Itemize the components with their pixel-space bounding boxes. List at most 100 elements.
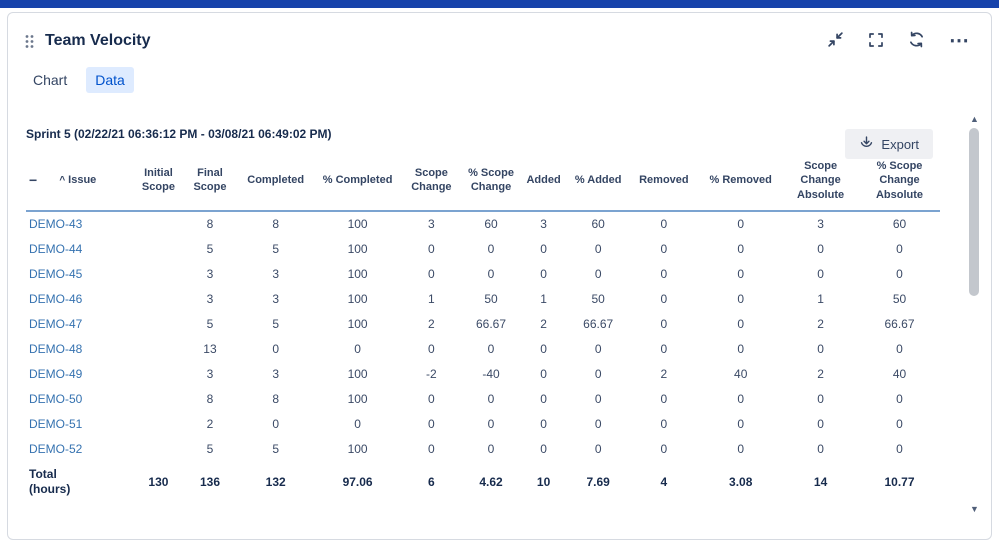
column-header-final-scope[interactable]: Final Scope [183, 155, 237, 212]
cell: 0 [896, 441, 903, 456]
velocity-table: − ^ Issue Initial Scope Final Scope Completed… [26, 155, 940, 504]
issue-link[interactable]: DEMO-48 [29, 341, 83, 356]
table-row: DEMO-49 3 3 100 -2 -40 0 0 2 40 2 40 [26, 362, 940, 387]
cell: 3 [428, 216, 435, 231]
cell: 0 [660, 441, 668, 456]
more-button[interactable]: ⋯ [949, 30, 969, 52]
scroll-up-arrow[interactable]: ▲ [970, 114, 979, 124]
column-header-scope-change-absolute[interactable]: % Scope Change Absolute [859, 155, 940, 212]
cell: 13 [203, 341, 217, 356]
fullscreen-button[interactable] [868, 32, 884, 51]
issue-link[interactable]: DEMO-52 [29, 441, 83, 456]
cell [133, 287, 184, 312]
issue-link[interactable]: DEMO-46 [29, 291, 83, 306]
total-cell: 6 [428, 475, 435, 490]
cell: 60 [484, 216, 498, 231]
drag-handle-icon[interactable] [24, 33, 35, 50]
cell: 0 [354, 416, 361, 431]
cell: 60 [591, 216, 605, 231]
column-header-removed[interactable]: % Removed [699, 155, 783, 212]
tab-data[interactable]: Data [86, 67, 134, 93]
issue-link[interactable]: DEMO-45 [29, 266, 83, 281]
ellipsis-icon: ⋯ [949, 30, 969, 52]
export-button[interactable]: Export [845, 129, 933, 159]
tab-bar: Chart Data [24, 67, 991, 93]
column-header-initial-scope[interactable]: Initial Scope [133, 155, 184, 212]
collapse-all-button[interactable]: − [29, 172, 38, 189]
total-cell: 4.62 [479, 475, 503, 490]
cell: 2 [660, 366, 668, 381]
cell: 0 [428, 341, 435, 356]
issue-link[interactable]: DEMO-50 [29, 391, 83, 406]
cell: 0 [540, 416, 547, 431]
refresh-button[interactable] [908, 31, 925, 51]
column-header-scope-change-absolute[interactable]: Scope Change Absolute [782, 155, 859, 212]
minimize-button[interactable] [827, 31, 844, 51]
column-header-added[interactable]: Added [519, 155, 568, 212]
column-header-removed[interactable]: Removed [628, 155, 700, 212]
data-panel: Export Sprint 5 (02/22/21 06:36:12 PM - … [8, 127, 991, 504]
cell: 8 [272, 391, 280, 406]
cell: 5 [272, 316, 280, 331]
column-header-added[interactable]: % Added [567, 155, 629, 212]
cell: 0 [817, 441, 824, 456]
table-header: − ^ Issue Initial Scope Final Scope Completed… [26, 155, 940, 212]
column-header-completed[interactable]: % Completed [315, 155, 401, 212]
cell: 0 [272, 416, 280, 431]
cell: 3 [206, 291, 214, 306]
cell: 2 [817, 366, 824, 381]
cell: 0 [737, 241, 745, 256]
cell: 0 [660, 241, 668, 256]
issue-link[interactable]: DEMO-47 [29, 316, 83, 331]
column-header-scope-change[interactable]: % Scope Change [462, 155, 520, 212]
cell: 0 [428, 391, 435, 406]
table-row: DEMO-52 5 5 100 0 0 0 0 0 0 0 0 [26, 437, 940, 462]
total-cell: 130 [148, 475, 169, 490]
table-body: DEMO-43 8 8 100 3 60 3 60 0 0 3 60 DEMO-44 5 5 100 0 0 0 0 0… [26, 211, 940, 504]
column-header-issue[interactable]: ^ Issue [56, 155, 134, 212]
cell: 0 [817, 241, 824, 256]
cell: 0 [817, 416, 824, 431]
cell: 0 [540, 241, 547, 256]
cell: 0 [896, 341, 903, 356]
cell: 0 [428, 416, 435, 431]
cell: 0 [896, 266, 903, 281]
cell: 2 [540, 316, 547, 331]
scroll-down-arrow[interactable]: ▼ [970, 504, 979, 514]
cell: 2 [428, 316, 435, 331]
issue-cell: DEMO-43 [26, 211, 133, 237]
vertical-scrollbar[interactable]: ▲ ▼ [968, 113, 981, 515]
cell: 5 [272, 441, 280, 456]
issue-link[interactable]: DEMO-49 [29, 366, 83, 381]
table-row: DEMO-43 8 8 100 3 60 3 60 0 0 3 60 [26, 211, 940, 237]
tab-chart[interactable]: Chart [24, 67, 76, 93]
cell: 5 [206, 241, 214, 256]
cell: 100 [347, 441, 368, 456]
cell [133, 262, 184, 287]
cell: 100 [347, 391, 368, 406]
column-header-completed[interactable]: Completed [236, 155, 316, 212]
cell: 40 [892, 366, 907, 381]
issue-column-label: Issue [68, 174, 97, 187]
table-row: DEMO-45 3 3 100 0 0 0 0 0 0 0 0 [26, 262, 940, 287]
collapse-arrows-icon [827, 31, 844, 51]
cell: 5 [206, 316, 214, 331]
issue-link[interactable]: DEMO-51 [29, 416, 83, 431]
cell: 50 [892, 291, 907, 306]
cell: 0 [487, 391, 495, 406]
cell: 0 [594, 391, 602, 406]
total-cell: 14 [813, 475, 828, 490]
cell [133, 211, 184, 237]
issue-link[interactable]: DEMO-44 [29, 241, 83, 256]
cell: 0 [737, 416, 745, 431]
cell: 0 [487, 416, 495, 431]
cell: 0 [660, 316, 668, 331]
cell: 0 [660, 216, 668, 231]
scrollbar-thumb[interactable] [969, 128, 979, 296]
fullscreen-icon [868, 32, 884, 51]
cell: 0 [594, 341, 602, 356]
cell: 50 [591, 291, 605, 306]
column-header-scope-change[interactable]: Scope Change [400, 155, 463, 212]
issue-link[interactable]: DEMO-43 [29, 216, 83, 231]
